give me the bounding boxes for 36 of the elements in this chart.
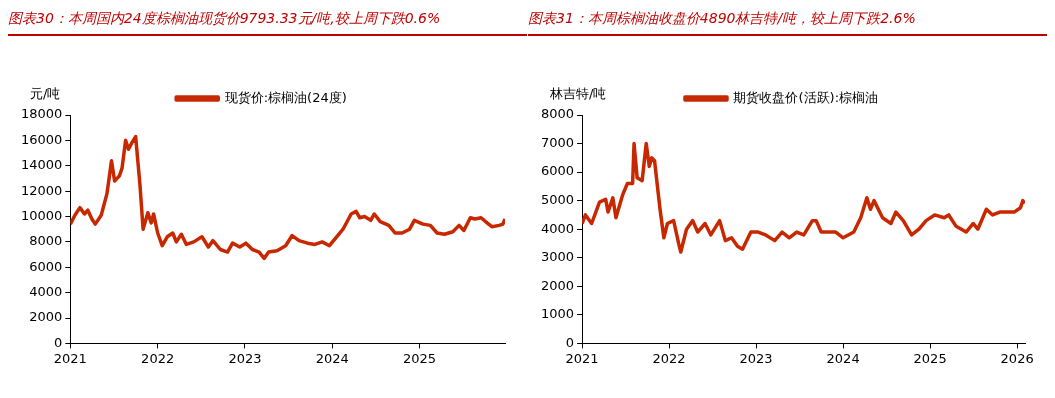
y-axis-title: 元/吨 — [30, 85, 61, 101]
y-tick-label: 10000 — [21, 207, 63, 223]
x-tick-label: 2026 — [1000, 350, 1034, 366]
x-tick-label: 2025 — [913, 350, 947, 366]
x-tick-label: 2024 — [315, 350, 349, 366]
x-tick-label: 2023 — [228, 350, 262, 366]
y-tick-label: 0 — [565, 334, 575, 350]
y-tick-label: 16000 — [21, 131, 63, 147]
y-tick-label: 14000 — [21, 157, 63, 173]
x-tick-label: 2025 — [403, 350, 437, 366]
x-tick-label: 2021 — [53, 350, 87, 366]
x-tick-label: 2021 — [565, 350, 599, 366]
y-tick-label: 0 — [54, 334, 63, 350]
chart-title: 图表30：本周国内24度棕榈油现货价9793.33元/吨,较上周下跌0.6% — [8, 8, 527, 36]
chart-title: 图表31：本周棕榈油收盘价4890林吉特/吨，较上周下跌2.6% — [528, 8, 1047, 36]
y-tick-label: 5000 — [540, 192, 575, 208]
y-axis-title: 林吉特/吨 — [549, 85, 607, 101]
y-tick-label: 6000 — [540, 163, 575, 179]
y-tick-label: 7000 — [540, 134, 575, 150]
y-tick-label: 8000 — [29, 233, 63, 249]
y-tick-label: 12000 — [21, 182, 63, 198]
y-tick-label: 2000 — [29, 309, 63, 325]
y-tick-label: 1000 — [540, 306, 575, 322]
y-tick-label: 4000 — [540, 220, 575, 236]
legend-label: 现货价:棕榈油(24度) — [224, 89, 347, 105]
y-tick-label: 2000 — [540, 277, 575, 293]
x-tick-label: 2022 — [652, 350, 686, 366]
y-tick-label: 4000 — [29, 284, 63, 300]
y-tick-label: 6000 — [29, 258, 63, 274]
x-tick-label: 2024 — [826, 350, 860, 366]
y-tick-label: 8000 — [540, 106, 575, 122]
x-tick-label: 2023 — [739, 350, 773, 366]
legend-label: 期货收盘价(活跃):棕榈油 — [733, 89, 879, 105]
y-tick-label: 3000 — [540, 249, 575, 265]
x-tick-label: 2022 — [141, 350, 175, 366]
y-tick-label: 18000 — [21, 106, 63, 122]
